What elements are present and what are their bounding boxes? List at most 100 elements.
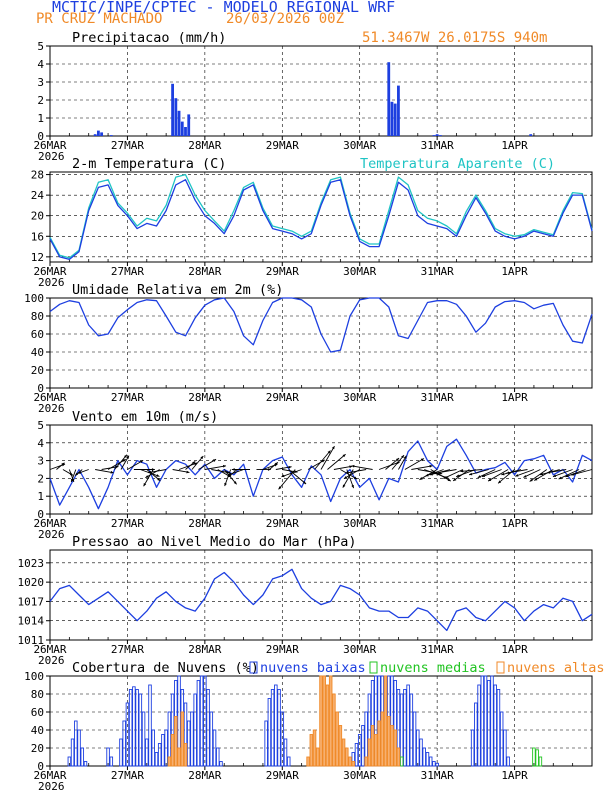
wind-arrow-head [343, 475, 348, 479]
pressure-ytick-label: 1017 [18, 595, 45, 608]
clouds-xtick-label: 31MAR [421, 769, 454, 782]
wind-arrow-head [200, 455, 204, 460]
wind-ytick-label: 1 [37, 490, 44, 503]
cloud-bar-nuvens-altas [387, 716, 391, 767]
cloud-bar-nuvens-baixas [212, 729, 217, 767]
wind-arrow-head [228, 474, 232, 477]
wind-arrow [571, 469, 593, 476]
cloud-bar-nuvens-baixas [219, 761, 223, 767]
cloud-bar-nuvens-altas [322, 675, 326, 767]
precip-xtick-label: 29MAR [266, 139, 299, 152]
cloud-bar-nuvens-medias [399, 756, 404, 767]
precip-xtick-label: 27MAR [111, 139, 144, 152]
precip-title: Precipitacao (mm/h) [72, 30, 226, 46]
header-title: MCTIC/INPE/CPTEC - MODELO REGIONAL WRF [52, 0, 396, 16]
humidity-ytick-label: 40 [31, 346, 44, 359]
cloud-bar-nuvens-baixas [151, 729, 155, 767]
cloud-bar-nuvens-altas [348, 756, 352, 767]
cloud-legend-label: nuvens altas [507, 660, 605, 676]
wind-arrow-head [124, 454, 127, 458]
cloud-bar-nuvens-baixas [209, 711, 214, 767]
wind-arrow-head [460, 469, 464, 473]
wind-arrow-head [456, 474, 460, 477]
humidity-frame [49, 297, 593, 389]
cloud-bar-nuvens-baixas [487, 680, 491, 767]
clouds-xtick-label: 30MAR [343, 769, 376, 782]
cloud-bar-nuvens-baixas [157, 743, 162, 767]
cloud-bar-nuvens-baixas [199, 675, 204, 767]
clouds-ytick-label: 20 [31, 742, 44, 755]
temperature-ytick-label: 20 [31, 210, 44, 223]
pressure-title: Pressao ao Nivel Medio do Mar (hPa) [72, 534, 356, 550]
clouds-ytick-label: 40 [31, 724, 44, 737]
wind-arrow-head [224, 482, 227, 487]
wind-arrow-head [401, 455, 405, 459]
cloud-bar-nuvens-baixas [216, 747, 220, 767]
wind-arrow-head [139, 460, 144, 464]
pressure-ytick-label: 1020 [18, 576, 45, 589]
temperature-series-line-1 [49, 173, 593, 259]
header-run: 26/03/2026 00Z [226, 11, 345, 27]
precip-bar [187, 114, 191, 136]
cloud-bar-nuvens-baixas [499, 711, 504, 767]
wind-arrow-head [425, 473, 429, 477]
humidity-title: Umidade Relativa em 2m (%) [72, 282, 283, 298]
temperature-ytick-label: 12 [31, 251, 44, 264]
cloud-bar-nuvens-altas [396, 747, 401, 767]
humidity-xtick-label: 26MAR [33, 391, 66, 404]
cloud-bar-nuvens-altas [312, 729, 317, 767]
cloud-bar-nuvens-baixas [277, 689, 281, 767]
wind-arrow [281, 469, 302, 478]
precip-bar [393, 103, 397, 136]
humidity-year-label: 2026 [38, 402, 65, 415]
wind-arrow [107, 458, 126, 470]
header-station: PR CRUZ MACHADO [36, 11, 163, 27]
wind-arrow-head [477, 475, 481, 478]
wind-xtick-label: 30MAR [343, 517, 376, 530]
wind-arrow [565, 469, 586, 478]
temperature-series-line-0 [49, 179, 593, 261]
wind-arrow-head [342, 454, 346, 458]
pressure-xtick-label: 28MAR [188, 643, 221, 656]
precip-xtick-label: 1APR [501, 139, 528, 152]
cloud-bar-nuvens-baixas [206, 689, 210, 767]
cloud-bar-nuvens-baixas [128, 689, 133, 767]
wind-arrow-head [192, 461, 196, 465]
precip-bar [109, 135, 113, 136]
wind-arrow-head [122, 459, 126, 462]
wind-arrow-head [529, 478, 533, 482]
wind-title: Vento em 10m (m/s) [72, 409, 218, 425]
pressure-xtick-label: 31MAR [421, 643, 454, 656]
wind-arrow [477, 469, 496, 479]
wind-arrow-head [274, 462, 278, 466]
wind-arrow-head [429, 464, 433, 468]
precip-xtick-label: 31MAR [421, 139, 454, 152]
wind-arrow-head [353, 476, 358, 480]
cloud-bar-nuvens-altas [174, 716, 178, 767]
pressure-series-line-0 [49, 568, 593, 632]
cloud-bar-nuvens-baixas [154, 752, 159, 767]
precip-frame [49, 45, 593, 137]
cloud-bar-nuvens-medias [535, 749, 539, 767]
pressure-xtick-label: 1APR [501, 643, 528, 656]
precip-ytick-label: 1 [37, 112, 44, 125]
humidity-xtick-label: 27MAR [111, 391, 144, 404]
wind-arrow [506, 469, 528, 474]
clouds-xtick-label: 26MAR [33, 769, 66, 782]
precip-bar [96, 130, 100, 136]
humidity-xtick-label: 31MAR [421, 391, 454, 404]
temperature-year-label: 2026 [38, 276, 65, 289]
cloud-bar-nuvens-baixas [161, 734, 165, 767]
wind-arrow [385, 457, 400, 470]
cloud-bar-nuvens-baixas [109, 756, 114, 767]
humidity-xtick-label: 30MAR [343, 391, 376, 404]
precip-bar [100, 132, 104, 136]
cloud-bar-nuvens-baixas [412, 711, 417, 767]
wind-arrow-head [515, 473, 519, 477]
wind-arrow [224, 469, 232, 487]
header-coords: 51.3467W 26.0175S 940m [362, 30, 548, 46]
cloud-bar-nuvens-altas [370, 725, 375, 767]
temperature-xtick-label: 26MAR [33, 265, 66, 278]
humidity-ytick-label: 80 [31, 310, 44, 323]
wind-arrow [307, 459, 326, 470]
